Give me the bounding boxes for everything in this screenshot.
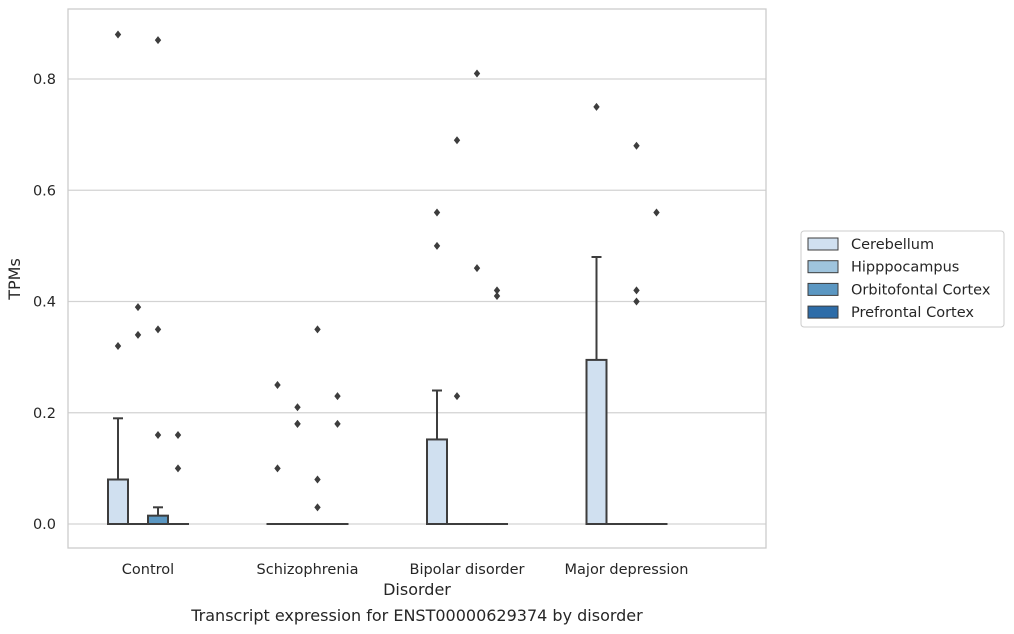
legend-label: Orbitofontal Cortex: [851, 282, 991, 298]
outlier-point: [154, 431, 162, 439]
outlier-point: [114, 342, 122, 350]
outlier-point: [633, 286, 640, 295]
y-tick-labels: 0.0 0.2 0.4 0.6 0.8: [33, 72, 56, 533]
outlier-point: [274, 380, 281, 389]
legend-swatch: [807, 260, 839, 274]
box-orbitofontal-cortex: [147, 506, 169, 525]
outlier-point: [473, 264, 481, 273]
legend: Cerebellum Hipppocampus Orbitofontal Corte…: [800, 230, 1005, 328]
outlier-point: [314, 503, 321, 512]
outlier-point: [473, 69, 481, 78]
outlier-point: [274, 464, 281, 473]
box-rect: [426, 438, 448, 526]
y-tick-label: 0.0: [33, 517, 56, 533]
outlier-point: [294, 419, 301, 428]
x-tick-label: Schizophrenia: [257, 562, 359, 578]
outlier-point: [453, 392, 461, 401]
grid-lines: [68, 78, 766, 525]
outlier-point: [154, 36, 162, 45]
outlier-point: [334, 419, 341, 428]
outlier-point: [493, 291, 501, 300]
legend-swatch: [807, 282, 839, 296]
legend-label: Hipppocampus: [851, 260, 959, 276]
box-cerebellum: [107, 417, 129, 525]
outlier-point: [334, 392, 341, 401]
y-tick-label: 0.4: [33, 295, 56, 311]
y-tick-label: 0.2: [33, 406, 56, 422]
plot-frame: [67, 8, 767, 549]
outlier-point: [593, 102, 600, 111]
x-tick-label: Major depression: [565, 562, 689, 578]
y-axis-label: TPMs: [5, 258, 24, 301]
outlier-point: [154, 325, 162, 334]
outlier-point: [174, 431, 182, 439]
box-rect: [107, 478, 129, 525]
legend-swatch: [807, 305, 839, 319]
outlier-point: [433, 241, 441, 250]
outlier-point: [433, 208, 441, 217]
box-rect: [147, 514, 169, 525]
outlier-points: [114, 30, 660, 512]
outlier-point: [453, 136, 461, 145]
legend-swatch: [807, 237, 839, 251]
x-axis-label: Disorder: [383, 580, 451, 599]
outlier-point: [114, 30, 122, 39]
y-tick-label: 0.6: [33, 183, 56, 199]
box-cerebellum: [426, 389, 448, 526]
chart-caption: Transcript expression for ENST0000062937…: [191, 606, 643, 625]
outlier-point: [314, 475, 321, 484]
box-rect: [585, 358, 608, 525]
x-tick-labels: Control Schizophrenia Bipolar disorder Majo…: [122, 562, 689, 578]
outlier-point: [653, 208, 660, 217]
x-tick-label: Control: [122, 562, 174, 578]
box-marks: [107, 256, 668, 526]
outlier-point: [633, 297, 640, 306]
outlier-point: [294, 403, 301, 412]
outlier-point: [493, 286, 501, 295]
box-cerebellum: [585, 256, 608, 525]
legend-label: Cerebellum: [851, 237, 934, 253]
outlier-point: [134, 303, 142, 312]
y-tick-label: 0.8: [33, 72, 56, 88]
outlier-point: [633, 141, 640, 150]
legend-frame: [800, 230, 1005, 328]
legend-label: Prefrontal Cortex: [851, 305, 974, 321]
x-tick-label: Bipolar disorder: [410, 562, 525, 578]
outlier-point: [314, 325, 321, 334]
outlier-point: [174, 464, 182, 473]
outlier-point: [134, 330, 142, 339]
